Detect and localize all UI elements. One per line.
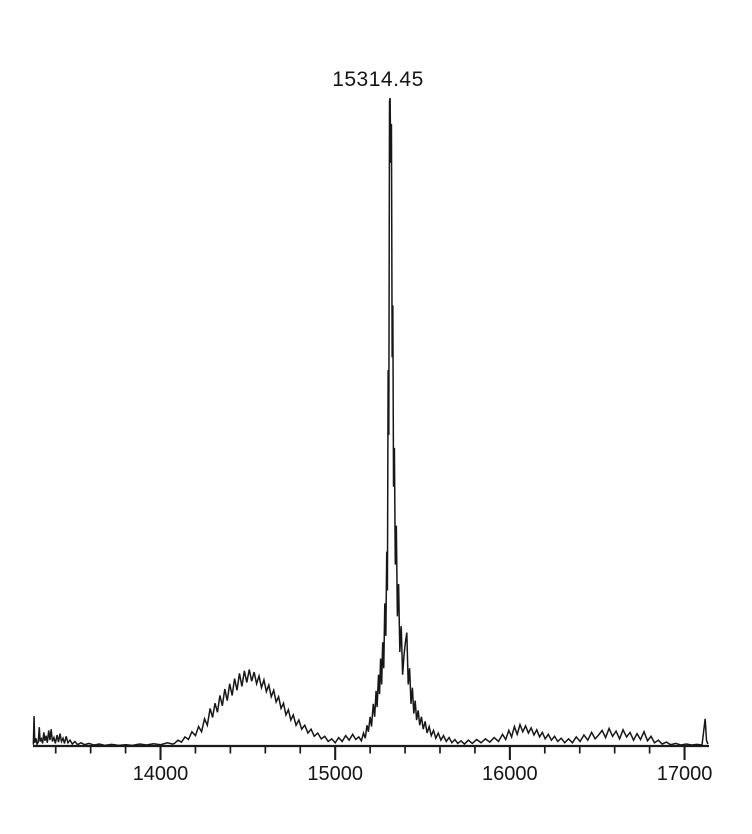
x-axis-tick-label: 15000 [307,763,363,785]
x-axis-tick-label: 14000 [133,763,189,785]
spectrum-trace [32,97,709,747]
x-axis-tick-label: 17000 [657,763,713,785]
peak-mass-label: 15314.45 [332,68,424,91]
x-axis-tick-label: 16000 [482,763,538,785]
